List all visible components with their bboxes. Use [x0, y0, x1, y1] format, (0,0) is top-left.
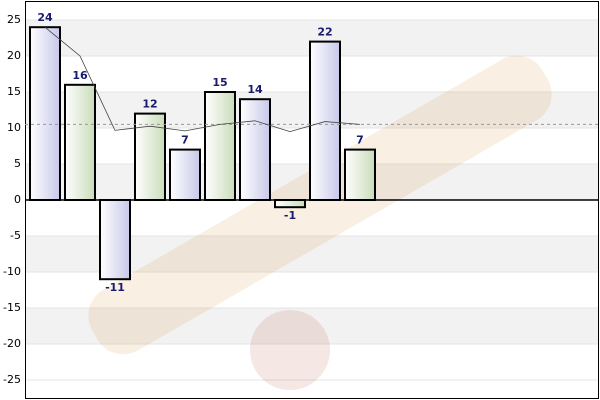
data-label: 22 — [317, 26, 332, 39]
bar — [309, 40, 341, 201]
bar — [99, 199, 131, 281]
grid-band — [25, 308, 598, 344]
y-tick-label: -10 — [3, 265, 21, 278]
data-label: 24 — [37, 11, 53, 24]
data-label: 7 — [181, 134, 189, 147]
watermark — [88, 55, 552, 390]
y-tick-label: 5 — [14, 157, 21, 170]
bar — [169, 148, 201, 202]
y-tick-label: -5 — [10, 229, 21, 242]
bar — [344, 148, 376, 202]
bar — [274, 199, 306, 209]
data-label: -1 — [284, 209, 296, 222]
bar — [29, 26, 61, 202]
y-tick-label: -25 — [3, 373, 21, 386]
trend-line — [44, 26, 361, 133]
y-tick-label: 10 — [7, 121, 21, 134]
y-tick-label: 20 — [7, 49, 21, 62]
data-label: 14 — [247, 83, 263, 96]
data-label: 16 — [72, 69, 88, 82]
y-tick-label: 25 — [7, 13, 21, 26]
y-tick-label: -15 — [3, 301, 21, 314]
bar — [204, 91, 236, 201]
bar — [64, 83, 96, 201]
bar — [239, 98, 271, 201]
y-tick-label: 0 — [14, 193, 21, 206]
y-tick-label: -20 — [3, 337, 21, 350]
data-label: 15 — [212, 76, 227, 89]
data-label: 7 — [356, 134, 364, 147]
data-label: -11 — [105, 281, 125, 294]
data-label: 12 — [142, 98, 157, 111]
y-tick-label: 15 — [7, 85, 21, 98]
bar — [134, 112, 166, 201]
